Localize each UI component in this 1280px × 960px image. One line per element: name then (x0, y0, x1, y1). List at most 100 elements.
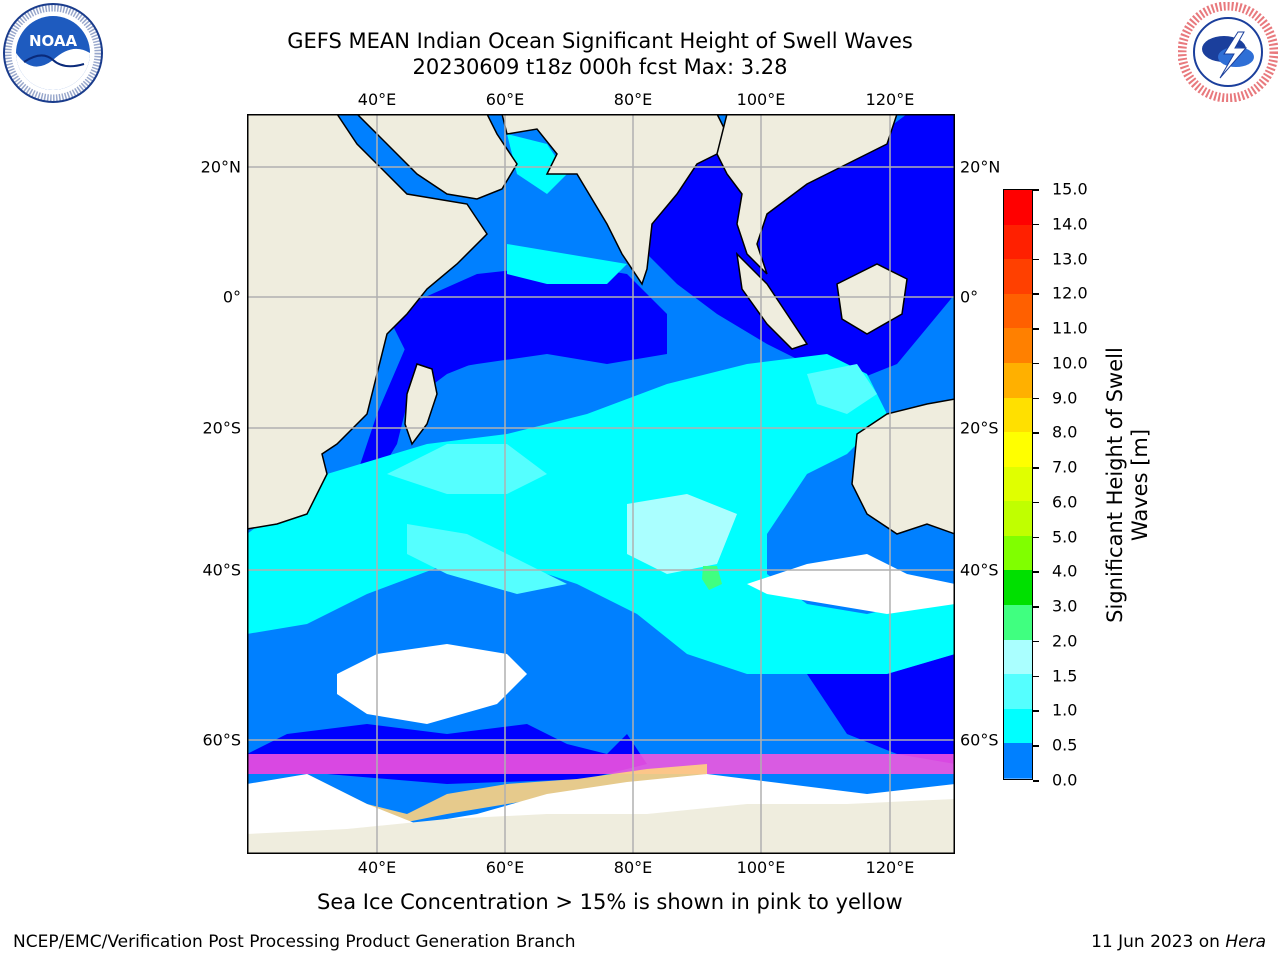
footer-system: Hera (1225, 932, 1266, 952)
lon-tick-top: 120°E (865, 90, 915, 109)
colorbar-swatch (1004, 224, 1032, 261)
lon-tick-bottom: 60°E (485, 858, 525, 877)
colorbar-tick-label: 4.0 (1052, 561, 1078, 581)
footer-credit: NCEP/EMC/Verification Post Processing Pr… (13, 932, 576, 952)
lat-tick-left: 0° (222, 287, 241, 307)
colorbar-swatch (1004, 397, 1032, 434)
noaa-logo-icon: NOAA (3, 3, 103, 103)
colorbar-tick-mark (1033, 501, 1039, 504)
masked-region (747, 554, 955, 614)
colorbar-tick-mark (1033, 780, 1039, 782)
colorbar-tick-label: 7.0 (1052, 457, 1078, 477)
land-sumatra (735, 251, 809, 350)
colorbar (1003, 189, 1033, 780)
colorbar-tick-mark (1033, 467, 1039, 469)
land-southeast-asia (716, 113, 899, 275)
colorbar-tick-label: 8.0 (1052, 422, 1078, 442)
colorbar-swatch (1004, 432, 1032, 469)
colorbar-swatch (1004, 259, 1032, 296)
colorbar-tick-mark (1033, 328, 1039, 330)
colorbar-tick-label: 0.5 (1052, 735, 1078, 755)
colorbar-tick-mark (1033, 710, 1039, 712)
lon-tick-top: 40°E (357, 90, 397, 109)
colorbar-tick-mark (1033, 223, 1039, 226)
colorbar-tick-label: 1.0 (1052, 700, 1078, 720)
ocean-high-region (387, 444, 547, 494)
sea-ice-band (247, 754, 955, 774)
masked-region (337, 644, 527, 724)
national-weather-service-logo-icon (1177, 1, 1279, 103)
colorbar-tick-label: 10.0 (1052, 353, 1088, 373)
colorbar-swatch (1004, 743, 1032, 780)
graticule (247, 114, 955, 854)
colorbar-swatch (1004, 570, 1032, 607)
footer-date-text: 11 Jun 2023 on (1091, 932, 1226, 952)
colorbar-swatch (1004, 639, 1032, 676)
colorbar-swatch (1004, 535, 1032, 572)
colorbar-tick-label: 5.0 (1052, 527, 1078, 547)
colorbar-tick-label: 3.0 (1052, 596, 1078, 616)
colorbar-tick-mark (1033, 189, 1039, 191)
colorbar-tick-mark (1033, 536, 1039, 539)
ocean-high-region (507, 134, 567, 194)
colorbar-tick-mark (1033, 362, 1039, 365)
colorbar-tick-label: 2.0 (1052, 631, 1078, 651)
lon-tick-bottom: 100°E (736, 858, 786, 877)
colorbar-tick-label: 14.0 (1052, 214, 1088, 234)
colorbar-tick-label: 0.0 (1052, 770, 1078, 790)
colorbar-tick-label: 11.0 (1052, 318, 1088, 338)
nws-logo (1177, 1, 1279, 103)
chart-subtitle: 20230609 t18z 000h fcst Max: 3.28 (412, 55, 788, 79)
lat-tick-left: 40°S (202, 560, 241, 580)
land-madagascar (404, 363, 438, 446)
colorbar-swatch (1004, 190, 1032, 227)
colorbar-tick-mark (1033, 675, 1039, 678)
land-australia (851, 398, 956, 536)
ocean-high-region (507, 244, 627, 284)
colorbar-swatch (1004, 362, 1032, 400)
ocean-high-region (407, 524, 567, 594)
ocean-low-region (807, 654, 955, 764)
colorbar-swatch (1004, 674, 1032, 711)
lon-tick-bottom: 40°E (357, 858, 397, 877)
lat-tick-left: 60°S (202, 730, 241, 750)
land-arabia (355, 113, 518, 200)
colorbar-tick-label: 9.0 (1052, 388, 1078, 408)
ocean-low-region (387, 264, 667, 374)
chart-title: GEFS MEAN Indian Ocean Significant Heigh… (287, 29, 913, 53)
colorbar-tick-mark (1033, 432, 1039, 434)
lon-tick-bottom: 80°E (613, 858, 653, 877)
colorbar-swatch (1004, 708, 1032, 745)
lat-tick-right: 40°S (960, 560, 999, 580)
colorbar-tick-mark (1033, 293, 1039, 295)
lat-tick-right: 20°S (960, 418, 999, 438)
lat-tick-left: 20°N (200, 157, 241, 177)
ocean-high-region (807, 364, 877, 414)
colorbar-tick-mark (1033, 258, 1039, 261)
map-frame (246, 113, 956, 854)
colorbar-swatch (1004, 328, 1032, 365)
colorbar-tick-mark (1033, 640, 1039, 643)
noaa-logo: NOAA (2, 2, 104, 104)
lat-tick-right: 60°S (960, 730, 999, 750)
lat-tick-left: 20°S (202, 418, 241, 438)
land-africa (246, 113, 488, 530)
lon-tick-top: 80°E (613, 90, 653, 109)
colorbar-tick-mark (1033, 397, 1039, 400)
lon-tick-bottom: 120°E (865, 858, 915, 877)
colorbar-tick-label: 6.0 (1052, 492, 1078, 512)
lat-tick-right: 0° (960, 287, 979, 307)
lon-tick-top: 60°E (485, 90, 525, 109)
colorbar-title: Significant Height of Swell Waves [m] (1103, 347, 1152, 623)
colorbar-tick-mark (1033, 571, 1039, 573)
colorbar-swatch (1004, 466, 1032, 503)
sea-ice-band (307, 764, 707, 824)
colorbar-tick-label: 1.5 (1052, 666, 1078, 686)
colorbar-tick-label: 12.0 (1052, 283, 1088, 303)
footer-date: 11 Jun 2023 on Hera (1091, 932, 1266, 952)
colorbar-tick-mark (1033, 745, 1039, 747)
land-antarctica (247, 799, 955, 854)
colorbar-tick-label: 13.0 (1052, 249, 1088, 269)
colorbar-tick-label: 15.0 (1052, 179, 1088, 199)
sea-ice-caption: Sea Ice Concentration > 15% is shown in … (317, 890, 903, 914)
